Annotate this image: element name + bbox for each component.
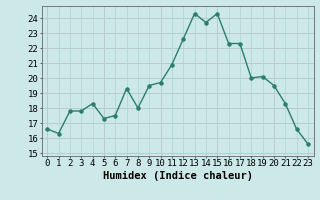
X-axis label: Humidex (Indice chaleur): Humidex (Indice chaleur) xyxy=(103,171,252,181)
